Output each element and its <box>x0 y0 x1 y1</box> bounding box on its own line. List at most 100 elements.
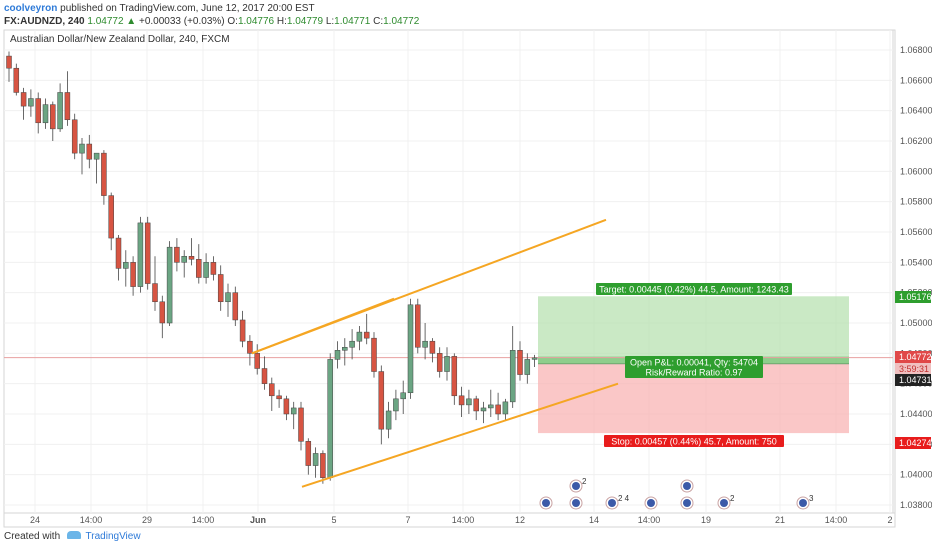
candle-body <box>232 292 239 321</box>
candle-body <box>473 398 479 412</box>
candle-body <box>181 256 187 263</box>
event-flag-dot <box>608 499 616 507</box>
y-tick-label: 1.06600 <box>900 75 932 85</box>
x-tick-label: 2 <box>887 515 892 525</box>
y-tick-label: 1.05000 <box>900 318 932 328</box>
candle-body <box>444 356 450 372</box>
event-flag-dot <box>542 499 550 507</box>
candle-body <box>144 222 151 284</box>
candle-body <box>269 383 275 397</box>
tradingview-logo-icon <box>66 531 81 539</box>
x-tick-label: 14:00 <box>825 515 848 525</box>
open-value: 1.04776 <box>237 16 275 27</box>
candle-body <box>239 319 246 342</box>
candle-body <box>531 357 538 360</box>
pnl-label-text: Risk/Reward Ratio: 0.97 <box>645 368 742 378</box>
candle-body <box>480 407 487 412</box>
candle-body <box>407 304 414 394</box>
y-tick-label: 1.05800 <box>900 197 932 207</box>
footer: Created with TradingView <box>4 531 141 542</box>
footer-prefix: Created with <box>4 531 61 542</box>
candle-body <box>320 453 326 478</box>
candle-body <box>422 340 428 348</box>
close-value: 1.04772 <box>383 16 420 27</box>
candle-body <box>436 353 443 372</box>
x-tick-label: 29 <box>142 515 152 525</box>
candle-body <box>57 92 63 130</box>
candle-body <box>378 371 385 430</box>
price-tag-box <box>895 374 931 386</box>
x-tick-label: 5 <box>331 515 336 525</box>
candle-body <box>400 392 406 400</box>
candle-body <box>327 359 333 478</box>
candle-body <box>130 262 136 287</box>
channel-lower-line <box>301 382 619 488</box>
price-tag-box <box>895 291 931 303</box>
stop-label-box <box>604 435 784 447</box>
author-link[interactable]: coolveyron <box>4 3 58 14</box>
event-flag-dot <box>647 499 655 507</box>
candle-body <box>188 256 195 260</box>
target-label-box <box>596 283 792 295</box>
x-axis: 24 14:00 29 14:00 Jun 5 7 14:00 12 14 14:00 19 21 14:… <box>30 515 893 525</box>
candle-body <box>6 55 12 69</box>
candle-body <box>71 119 78 154</box>
x-tick-label: 14:00 <box>192 515 215 525</box>
high-value: 1.04779 <box>286 16 324 27</box>
candle-body <box>247 340 253 354</box>
low-label: L: <box>325 16 335 27</box>
candle-body <box>488 404 494 409</box>
change-value: +0.00033 (+0.03%) <box>138 16 225 27</box>
candle-body <box>225 292 231 303</box>
candle-body <box>217 274 224 303</box>
candle-body <box>101 152 107 196</box>
candle-body <box>393 398 399 412</box>
x-tick-label: 21 <box>775 515 785 525</box>
candle-body <box>108 195 114 239</box>
event-flag-dot <box>683 482 691 490</box>
candle-body <box>429 340 436 354</box>
candle-body <box>334 350 341 360</box>
candle-body <box>305 441 312 466</box>
candle-body <box>451 356 458 397</box>
change-arrow: ▲ <box>126 16 137 27</box>
price-tag-text: 1.05176 <box>899 292 932 302</box>
candle-body <box>210 262 217 275</box>
candle-body <box>298 407 304 442</box>
candle-body <box>342 347 348 351</box>
position-labels: Target: 0.00445 (0.42%) 44.5, Amount: 12… <box>596 283 792 447</box>
candle-body <box>283 398 290 415</box>
candle-body <box>42 104 49 124</box>
price-tag-box <box>895 437 931 449</box>
candle-body <box>93 152 100 160</box>
symbol-label: FX:AUDNZD, 240 <box>4 16 85 27</box>
x-tick-label: 14:00 <box>638 515 661 525</box>
y-tick-label: 1.06400 <box>900 106 932 116</box>
pnl-label-text: Open P&L: 0.00041, Qty: 54704 <box>630 358 758 368</box>
candle-body <box>35 98 41 124</box>
x-tick-label: 12 <box>515 515 525 525</box>
channel-lines[interactable] <box>251 218 619 488</box>
publish-text: published on TradingView.com, June 12, 2… <box>60 3 315 14</box>
candle-body <box>13 67 20 93</box>
candle-body <box>363 331 370 339</box>
candle-body <box>517 350 523 375</box>
candle-body <box>466 398 472 406</box>
open-label: O: <box>227 16 238 27</box>
candle-body <box>137 222 144 287</box>
candle-body <box>203 262 209 278</box>
channel-upper-touch <box>251 297 395 355</box>
y-tick-label: 1.05600 <box>900 227 932 237</box>
candle-body <box>86 143 93 160</box>
footer-brand[interactable]: TradingView <box>85 531 141 542</box>
candle-body <box>28 98 34 107</box>
y-tick-label: 1.05400 <box>900 257 932 267</box>
price-tag-box <box>895 363 931 375</box>
x-tick-label: 14:00 <box>80 515 103 525</box>
candle-body <box>50 104 56 130</box>
candle-body <box>356 331 363 342</box>
candle-body <box>196 259 202 278</box>
x-tick-label: 14:00 <box>452 515 475 525</box>
